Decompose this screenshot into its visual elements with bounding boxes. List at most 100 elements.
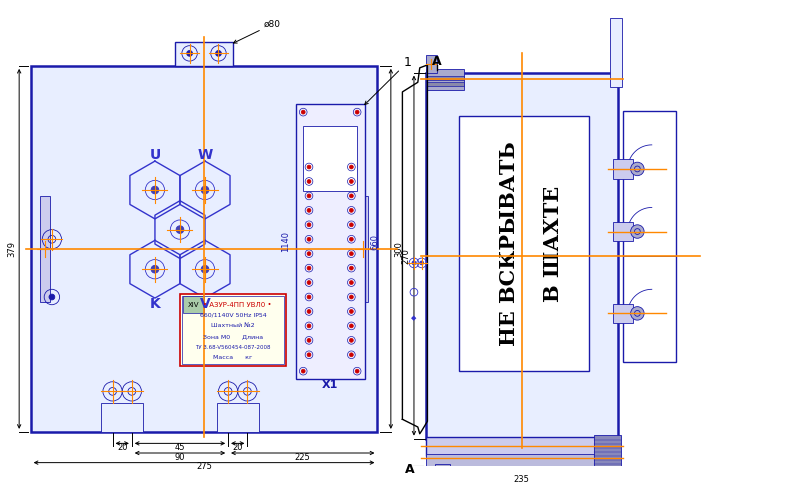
Bar bbox=[182, 296, 284, 364]
Text: U: U bbox=[150, 148, 161, 162]
Bar bbox=[30, 66, 378, 432]
Text: K: K bbox=[150, 297, 160, 311]
Bar bbox=[614, 222, 633, 241]
Circle shape bbox=[307, 165, 311, 169]
Bar bbox=[610, 18, 622, 87]
Text: XIV: XIV bbox=[188, 302, 199, 308]
Bar bbox=[426, 55, 437, 73]
Text: Шахтный №2: Шахтный №2 bbox=[211, 323, 254, 328]
Circle shape bbox=[201, 186, 209, 194]
Bar bbox=[183, 296, 204, 313]
Circle shape bbox=[201, 266, 209, 273]
Circle shape bbox=[420, 261, 423, 265]
Circle shape bbox=[307, 194, 311, 198]
Circle shape bbox=[350, 353, 354, 357]
Circle shape bbox=[176, 226, 184, 233]
Circle shape bbox=[350, 223, 354, 227]
Circle shape bbox=[630, 307, 644, 320]
Circle shape bbox=[307, 295, 311, 299]
Text: V: V bbox=[200, 297, 210, 311]
Circle shape bbox=[350, 338, 354, 342]
Text: 300: 300 bbox=[394, 241, 403, 257]
Text: A: A bbox=[406, 463, 415, 476]
Text: НЕ ВСКРЫВАТЬ: НЕ ВСКРЫВАТЬ bbox=[498, 141, 518, 346]
Text: 45: 45 bbox=[174, 443, 186, 452]
Text: 235: 235 bbox=[514, 475, 530, 482]
Circle shape bbox=[186, 51, 193, 56]
Circle shape bbox=[412, 261, 416, 265]
Text: 660/1140V 50Hz IP54: 660/1140V 50Hz IP54 bbox=[199, 313, 266, 318]
Text: Масса      кг: Масса кг bbox=[214, 355, 253, 360]
Bar bbox=[426, 69, 464, 90]
Bar bbox=[40, 196, 50, 302]
Circle shape bbox=[302, 369, 305, 373]
Text: 20: 20 bbox=[233, 443, 243, 452]
Text: 1: 1 bbox=[365, 56, 411, 105]
Bar bbox=[426, 77, 464, 80]
Bar bbox=[426, 73, 618, 439]
Circle shape bbox=[355, 369, 359, 373]
Circle shape bbox=[350, 208, 354, 212]
Bar bbox=[217, 403, 259, 432]
Circle shape bbox=[307, 309, 311, 313]
Circle shape bbox=[215, 51, 222, 56]
Circle shape bbox=[151, 266, 158, 273]
Text: 275: 275 bbox=[196, 462, 212, 471]
Bar bbox=[614, 160, 633, 178]
Text: 90: 90 bbox=[174, 453, 186, 462]
Circle shape bbox=[350, 179, 354, 183]
Circle shape bbox=[307, 338, 311, 342]
Text: 270: 270 bbox=[402, 248, 410, 264]
Circle shape bbox=[630, 225, 644, 238]
Circle shape bbox=[307, 179, 311, 183]
Bar bbox=[180, 294, 286, 366]
Text: X1: X1 bbox=[322, 380, 338, 390]
Text: 379: 379 bbox=[7, 241, 16, 257]
Bar bbox=[623, 111, 676, 362]
Circle shape bbox=[307, 281, 311, 284]
Bar bbox=[101, 403, 143, 432]
Text: ТУ 3.68-V560454-087-2008: ТУ 3.68-V560454-087-2008 bbox=[195, 345, 270, 349]
Bar bbox=[426, 82, 464, 86]
Circle shape bbox=[302, 110, 305, 114]
Bar bbox=[594, 435, 621, 466]
Circle shape bbox=[350, 194, 354, 198]
Circle shape bbox=[49, 294, 54, 300]
Circle shape bbox=[151, 186, 158, 194]
Bar bbox=[426, 437, 618, 456]
Circle shape bbox=[350, 266, 354, 270]
Text: A: A bbox=[432, 54, 442, 67]
Circle shape bbox=[350, 237, 354, 241]
Circle shape bbox=[307, 252, 311, 255]
Bar bbox=[295, 105, 365, 379]
Text: W: W bbox=[198, 148, 213, 162]
Text: Зона М0      Длина: Зона М0 Длина bbox=[203, 334, 263, 339]
Circle shape bbox=[307, 266, 311, 270]
Bar bbox=[175, 42, 233, 66]
Circle shape bbox=[307, 237, 311, 241]
Text: • АЗУР-4ПП УВЛ0 •: • АЗУР-4ПП УВЛ0 • bbox=[203, 302, 272, 308]
Bar bbox=[358, 196, 368, 302]
Text: 20: 20 bbox=[117, 443, 127, 452]
Circle shape bbox=[307, 223, 311, 227]
Circle shape bbox=[307, 208, 311, 212]
Text: 225: 225 bbox=[295, 453, 310, 462]
Circle shape bbox=[307, 324, 311, 328]
Circle shape bbox=[355, 110, 359, 114]
Circle shape bbox=[350, 309, 354, 313]
Text: 660: 660 bbox=[370, 234, 379, 250]
Bar bbox=[614, 304, 633, 323]
Text: ◆: ◆ bbox=[411, 315, 417, 321]
Text: ø80: ø80 bbox=[264, 19, 281, 28]
Circle shape bbox=[350, 165, 354, 169]
Text: 1140: 1140 bbox=[282, 231, 290, 252]
Bar bbox=[303, 126, 357, 191]
Circle shape bbox=[350, 252, 354, 255]
Circle shape bbox=[350, 324, 354, 328]
Bar bbox=[426, 454, 618, 466]
Bar bbox=[459, 116, 590, 371]
Circle shape bbox=[307, 353, 311, 357]
Circle shape bbox=[350, 295, 354, 299]
Circle shape bbox=[350, 281, 354, 284]
Text: В ШАХТЕ: В ШАХТЕ bbox=[543, 186, 563, 302]
